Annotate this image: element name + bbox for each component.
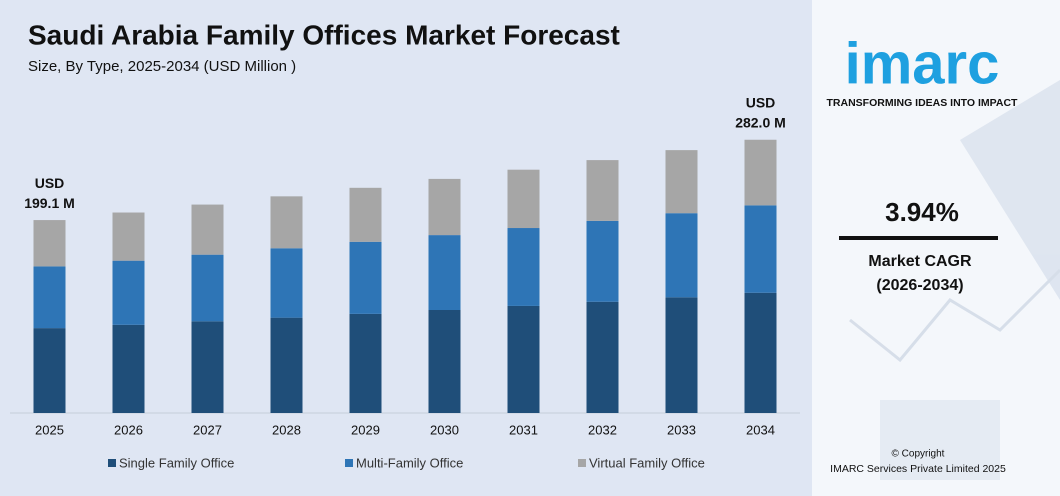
legend-swatch [108, 459, 116, 467]
total-annotation: USD [35, 175, 65, 191]
legend-swatch [345, 459, 353, 467]
bar-segment [349, 313, 382, 413]
x-tick-label: 2028 [272, 422, 301, 437]
bar-segment [191, 204, 224, 255]
total-annotation: USD [746, 94, 776, 110]
x-tick-label: 2034 [746, 422, 775, 437]
bar-segment [270, 248, 303, 318]
cagr-value: 3.94% [885, 197, 959, 227]
x-tick-label: 2029 [351, 422, 380, 437]
total-annotation: 282.0 M [735, 114, 786, 130]
bar-segment [665, 297, 698, 413]
bar-segment [428, 178, 461, 236]
bar-segment [349, 241, 382, 314]
bar-segment [586, 301, 619, 413]
total-annotation: 199.1 M [24, 195, 75, 211]
legend-label: Multi-Family Office [356, 455, 463, 470]
bar-segment [428, 309, 461, 413]
x-tick-label: 2033 [667, 422, 696, 437]
bar-segment [586, 220, 619, 302]
tagline: TRANSFORMING IDEAS INTO IMPACT [827, 97, 1019, 109]
sidebar-background [812, 0, 1060, 496]
bar-segment [112, 260, 145, 325]
cagr-label: Market CAGR [868, 253, 972, 270]
bar-segment [665, 150, 698, 214]
bar-segment [507, 228, 540, 306]
bar-segment [349, 187, 382, 242]
bar-segment [191, 254, 224, 322]
x-tick-label: 2032 [588, 422, 617, 437]
x-tick-label: 2027 [193, 422, 222, 437]
bar-segment [270, 317, 303, 413]
company: IMARC Services Private Limited 2025 [830, 463, 1006, 475]
bar-segment [112, 212, 145, 261]
bar-segment [507, 169, 540, 229]
cagr-period: (2026-2034) [876, 277, 963, 294]
x-tick-label: 2026 [114, 422, 143, 437]
bar-segment [112, 324, 145, 413]
bar-segment [744, 139, 777, 206]
x-tick-label: 2030 [430, 422, 459, 437]
bar-segment [507, 305, 540, 413]
copyright: © Copyright [892, 449, 945, 460]
sidebar-decoration [849, 80, 1060, 480]
bar-segment [191, 321, 224, 413]
bar-segment [33, 220, 66, 267]
bar-segment [33, 266, 66, 329]
bar-segment [744, 292, 777, 413]
bar-segment [270, 196, 303, 249]
legend-label: Single Family Office [119, 455, 234, 470]
x-tick-label: 2031 [509, 422, 538, 437]
logo: imarc [845, 31, 1000, 96]
legend-swatch [578, 459, 586, 467]
bar-segment [744, 205, 777, 293]
legend-label: Virtual Family Office [589, 455, 705, 470]
bar-segment [665, 213, 698, 298]
x-tick-label: 2025 [35, 422, 64, 437]
chart-title: Saudi Arabia Family Offices Market Forec… [28, 19, 620, 50]
bar-segment [33, 328, 66, 413]
bar-segment [586, 160, 619, 221]
chart-subtitle: Size, By Type, 2025-2034 (USD Million ) [28, 58, 296, 75]
bar-segment [428, 235, 461, 310]
